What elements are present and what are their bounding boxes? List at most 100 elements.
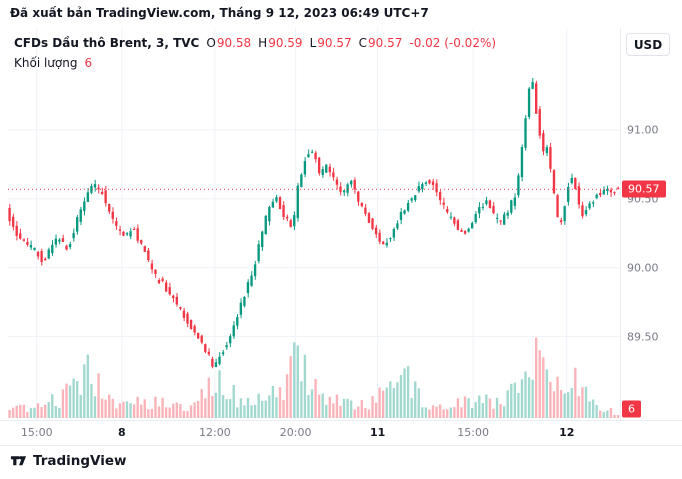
volume-bar xyxy=(399,375,403,418)
candle-body xyxy=(446,208,449,213)
volume-bar xyxy=(157,406,161,418)
candle-body xyxy=(186,313,189,324)
candle-body xyxy=(460,230,463,232)
footer-brand[interactable]: TradingView xyxy=(33,452,127,469)
last-volume-badge: 6 xyxy=(622,400,641,418)
candlestick-chart-svg[interactable] xyxy=(8,28,620,420)
candle-body xyxy=(556,195,559,218)
volume-legend[interactable]: Khối lượng 6 xyxy=(14,56,92,70)
candle-body xyxy=(442,202,445,205)
volume-bar xyxy=(61,389,65,418)
candle-body xyxy=(502,214,506,225)
candle-body xyxy=(478,207,481,214)
time-axis-day-label: 11 xyxy=(369,426,386,439)
volume-bar xyxy=(606,410,609,418)
candle-body xyxy=(492,206,495,214)
volume-bar xyxy=(517,392,520,418)
volume-bar xyxy=(72,378,75,418)
candle-body xyxy=(481,206,484,208)
volume-bar xyxy=(442,409,445,418)
volume-bar xyxy=(11,407,15,418)
candle-body xyxy=(36,251,40,257)
candle-body xyxy=(520,147,524,178)
volume-bar xyxy=(186,411,189,418)
candle-body xyxy=(463,230,467,234)
volume-bar xyxy=(382,390,385,418)
time-axis-label: 15:00 xyxy=(457,426,489,439)
symbol-legend[interactable]: CFDs Dầu thô Brent, 3, TVC O 90.58 H 90.… xyxy=(14,36,496,50)
volume-bar xyxy=(349,400,353,418)
candle-body xyxy=(154,269,157,274)
volume-bar xyxy=(559,390,563,418)
volume-bar xyxy=(456,398,460,418)
candle-body xyxy=(275,197,278,202)
volume-bar xyxy=(271,385,275,418)
candle-body xyxy=(559,220,563,223)
volume-bar xyxy=(125,401,129,418)
candle-body xyxy=(609,189,613,193)
volume-bar xyxy=(33,407,36,418)
volume-bar xyxy=(154,396,157,418)
volume-bar xyxy=(446,409,449,418)
volume-bar xyxy=(161,397,164,418)
candle-body xyxy=(19,233,22,239)
candle-body xyxy=(613,192,616,194)
volume-bar xyxy=(76,381,79,418)
candle-body xyxy=(293,215,296,227)
candle-body xyxy=(40,251,43,263)
volume-bar xyxy=(168,407,171,418)
volume-bar xyxy=(403,368,406,418)
candle-body xyxy=(83,201,86,212)
volume-bar xyxy=(502,406,506,418)
candle-body xyxy=(599,193,602,196)
candle-body xyxy=(43,258,47,261)
candle-body xyxy=(584,210,588,215)
volume-bar xyxy=(239,398,243,418)
candle-body xyxy=(8,207,11,222)
volume-bar xyxy=(563,393,566,418)
volume-bar xyxy=(253,404,257,418)
volume-bar xyxy=(367,409,371,418)
footer-attribution[interactable]: TradingView xyxy=(10,452,127,469)
candle-body xyxy=(382,241,385,245)
candle-body xyxy=(175,296,178,305)
candle-body xyxy=(403,210,406,214)
price-axis-separator xyxy=(620,28,621,420)
volume-bar xyxy=(431,405,435,418)
symbol-title[interactable]: CFDs Dầu thô Brent, 3, TVC xyxy=(14,36,200,50)
volume-bar xyxy=(236,407,239,418)
candle-body xyxy=(428,180,431,184)
tradingview-logo-icon xyxy=(10,452,27,469)
candle-body xyxy=(506,212,509,216)
volume-bar xyxy=(200,388,203,418)
volume-bar xyxy=(243,405,246,418)
time-axis[interactable]: 15:00 8 12:00 20:00 11 15:00 12 xyxy=(0,421,682,445)
candle-body xyxy=(164,282,168,292)
candle-body xyxy=(26,241,29,245)
candle-body xyxy=(239,302,243,315)
candle-body xyxy=(431,181,435,186)
volume-bar xyxy=(218,370,221,418)
candle-body xyxy=(253,264,257,277)
candle-body xyxy=(214,362,218,367)
candle-body xyxy=(385,242,388,246)
volume-bar xyxy=(481,403,484,418)
volume-bar xyxy=(332,403,335,418)
volume-bar xyxy=(15,405,18,418)
volume-value: 6 xyxy=(84,56,93,70)
candle-body xyxy=(200,335,203,343)
candle-body xyxy=(616,187,620,190)
volume-bar xyxy=(417,388,420,418)
volume-bar xyxy=(531,379,534,418)
candle-body xyxy=(307,154,310,158)
candle-body xyxy=(595,194,598,198)
candle-body xyxy=(72,233,75,239)
candle-body xyxy=(513,197,517,206)
volume-bar xyxy=(300,381,303,418)
candle-body xyxy=(129,231,132,237)
currency-button[interactable]: USD xyxy=(626,33,670,56)
candle-body xyxy=(157,279,161,284)
volume-bar xyxy=(90,384,93,418)
time-axis-separator xyxy=(0,420,682,421)
